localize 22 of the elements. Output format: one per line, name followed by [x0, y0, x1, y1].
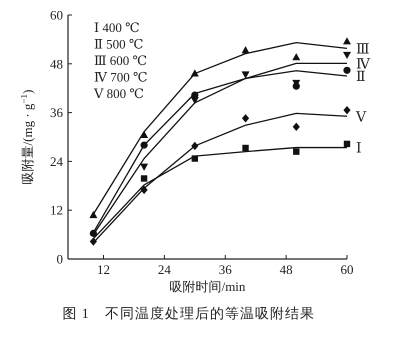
- annotation: Ⅳ 700 ℃: [94, 70, 148, 84]
- text: 图 1 不同温度处理后的等温吸附结果: [62, 306, 315, 322]
- y-tick-label: 0: [56, 252, 63, 266]
- y-tick-label: 60: [50, 8, 63, 22]
- series-label: Ⅰ: [356, 142, 362, 157]
- x-tick-label: 12: [97, 262, 110, 277]
- series-label: Ⅱ: [356, 70, 366, 85]
- y-tick-label: 48: [50, 56, 63, 72]
- x-tick-label: 48: [280, 262, 293, 277]
- x-tick-label: 24: [158, 262, 172, 277]
- series-label: Ⅴ: [355, 110, 367, 126]
- x-tick-label: 36: [218, 262, 232, 277]
- y-tick-label: 24: [50, 154, 64, 169]
- annotation: Ⅲ 600 ℃: [94, 53, 148, 68]
- series-label: Ⅲ: [356, 42, 370, 58]
- annotation: Ⅱ 500 ℃: [94, 36, 144, 52]
- y-tick-label: 12: [50, 202, 63, 218]
- y-tick-label: 36: [50, 105, 64, 120]
- annotation: Ⅴ 800 ℃: [93, 86, 144, 101]
- annotation: Ⅰ 400 ℃: [94, 20, 140, 35]
- x-axis-title: 吸附时间/min: [170, 279, 246, 294]
- x-tick-label: 60: [340, 262, 354, 277]
